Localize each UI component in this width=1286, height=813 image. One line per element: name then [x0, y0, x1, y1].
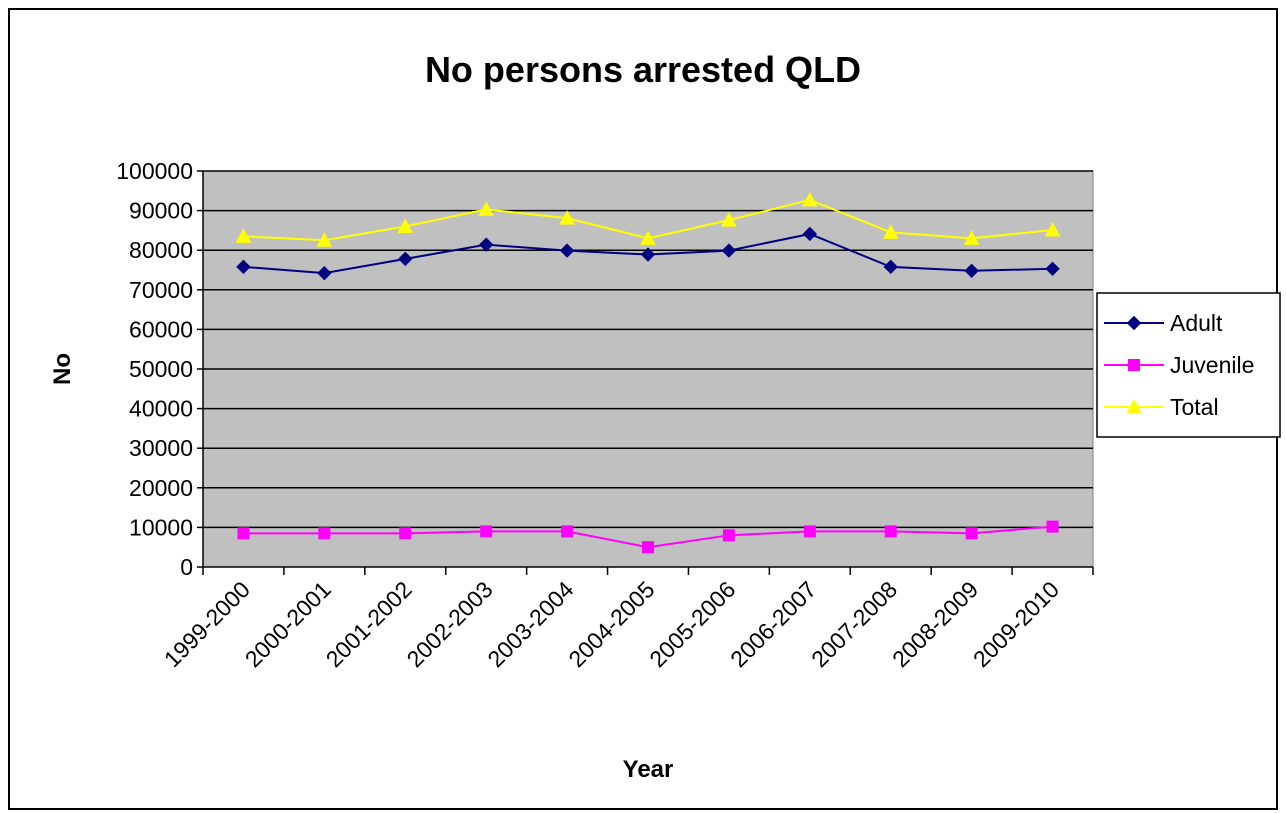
grid-lines	[203, 170, 1093, 529]
data-point-total	[801, 191, 818, 207]
data-point-adult	[640, 247, 656, 262]
y-tick-label: 20000	[129, 475, 193, 501]
data-point-total	[640, 230, 656, 245]
x-axis-title: Year	[623, 756, 674, 783]
legend-marker-adult	[1126, 315, 1142, 331]
y-tick-label: 10000	[129, 514, 193, 540]
y-tick-label: 30000	[129, 435, 193, 461]
data-point-total	[1044, 221, 1061, 237]
legend-label-total: Total	[1170, 394, 1219, 420]
data-point-juvenile	[237, 527, 250, 540]
data-point-adult	[317, 265, 332, 281]
data-point-total	[963, 230, 980, 245]
y-tick-label: 70000	[129, 277, 193, 303]
data-point-total	[882, 224, 899, 239]
legend-label-adult: Adult	[1170, 310, 1223, 336]
y-axis-title: No	[49, 353, 76, 385]
data-point-adult	[1045, 261, 1060, 277]
data-point-juvenile	[561, 525, 574, 538]
y-tick-label: 90000	[129, 198, 193, 224]
legend-marker-juvenile	[1128, 359, 1140, 371]
data-point-juvenile	[722, 529, 735, 542]
data-point-juvenile	[642, 541, 654, 554]
data-point-total	[478, 201, 495, 216]
y-tick-label: 40000	[129, 396, 193, 422]
data-point-adult	[478, 237, 494, 252]
data-point-adult	[721, 243, 737, 258]
data-point-total	[721, 212, 737, 227]
legend-marker-total	[1126, 398, 1142, 414]
y-axis: 0 10000 20000 30000 40000 50000 60000 70000 8000…	[116, 158, 204, 580]
data-point-juvenile	[480, 525, 493, 538]
data-point-juvenile	[884, 525, 897, 538]
data-point-juvenile	[1046, 520, 1059, 533]
y-tick-label: 0	[180, 554, 193, 580]
data-point-adult	[883, 259, 898, 275]
data-point-juvenile	[803, 525, 816, 538]
series-layer	[235, 191, 1061, 554]
data-point-adult	[236, 259, 251, 275]
y-tick-label: 80000	[129, 237, 193, 263]
data-point-total	[316, 232, 333, 247]
data-point-juvenile	[965, 527, 978, 540]
y-tick-label: 50000	[129, 356, 193, 382]
data-point-total	[235, 228, 252, 243]
y-tick-label: 100000	[116, 158, 193, 184]
data-point-adult	[559, 243, 575, 258]
data-point-total	[397, 218, 414, 233]
data-point-adult	[964, 263, 979, 278]
legend: Adult Juvenile Total	[1096, 292, 1281, 438]
legend-label-juvenile: Juvenile	[1170, 352, 1254, 378]
data-point-total	[559, 210, 575, 225]
data-point-adult	[398, 251, 413, 267]
data-point-juvenile	[399, 527, 412, 540]
data-point-adult	[802, 226, 818, 242]
y-tick-label: 60000	[129, 316, 193, 342]
data-point-juvenile	[318, 527, 331, 540]
chart-title: No persons arrested QLD	[425, 49, 861, 90]
